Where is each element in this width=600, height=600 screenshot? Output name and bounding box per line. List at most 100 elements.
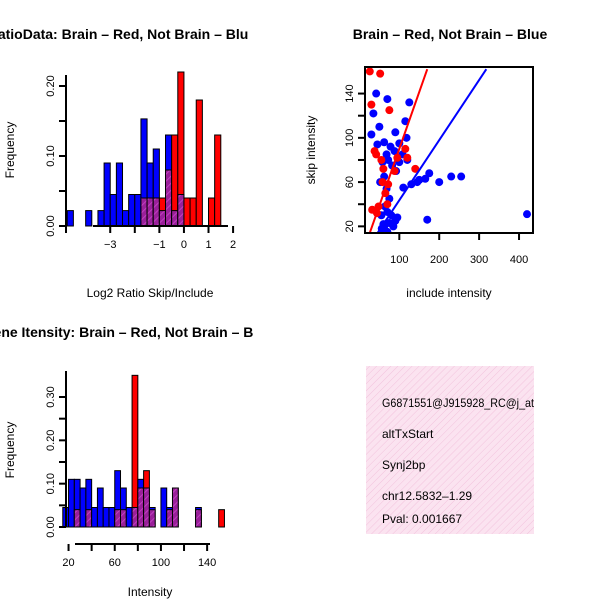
- bar-overlap: [85, 509, 93, 528]
- intensity-scatter: Brain – Red, Not Brain – Blue 100 200 300 4…: [304, 26, 547, 300]
- y-tick-label: 0.20: [45, 75, 57, 96]
- bar-overlap: [114, 509, 122, 528]
- scatter-ticks: 100 200 300 400 20 60 100 140: [344, 84, 528, 266]
- intensity-histogram-xlabel: Intensity: [128, 585, 173, 599]
- bar-not-brain: [128, 194, 136, 227]
- fit-line-not-brain: [376, 68, 488, 233]
- x-tick-label: 200: [430, 254, 448, 266]
- x-tick-label: 1: [205, 239, 211, 251]
- ratio-histogram-title: RatioData: Brain – Red, Not Brain – Blu: [0, 26, 248, 42]
- point-not-brain: [413, 178, 422, 187]
- point-not-brain: [380, 138, 389, 147]
- point-not-brain: [421, 174, 430, 183]
- info-pval: Pval: 0.001667: [382, 512, 462, 526]
- bar-not-brain: [160, 487, 168, 528]
- info-panel: G6871551@J915928_RC@j_at altTxStart Synj…: [366, 366, 535, 534]
- point-brain: [372, 150, 381, 159]
- point-brain: [403, 153, 412, 162]
- scatter-title: Brain – Red, Not Brain – Blue: [353, 26, 548, 42]
- bar-not-brain: [103, 162, 111, 227]
- bar-brain: [195, 99, 203, 227]
- bar-not-brain: [122, 210, 130, 227]
- info-probe-id: G6871551@J915928_RC@j_at: [382, 396, 535, 410]
- ratio-histogram-ticks: −3 −1 0 1 2 0.00 0.10 0.20: [45, 75, 236, 251]
- bar-not-brain: [108, 507, 116, 528]
- bar-brain: [214, 134, 222, 227]
- bar-overlap: [158, 210, 167, 227]
- bar-not-brain: [96, 487, 104, 528]
- bar-not-brain: [79, 487, 87, 528]
- ratio-histogram-ylabel: Frequency: [3, 122, 17, 179]
- point-not-brain: [393, 213, 402, 222]
- point-not-brain: [384, 155, 393, 164]
- bar-overlap: [146, 197, 154, 227]
- bar-brain: [131, 374, 139, 528]
- bar-brain: [218, 509, 225, 528]
- x-tick-label: 2: [230, 239, 236, 251]
- y-tick-label: 100: [344, 129, 356, 147]
- point-brain: [379, 164, 388, 173]
- ratio-histogram-bars: [66, 71, 222, 227]
- scatter-points: [365, 67, 532, 233]
- point-brain: [376, 69, 385, 78]
- bar-overlap: [195, 509, 202, 528]
- bar-overlap: [143, 487, 150, 528]
- info-event-type: altTxStart: [382, 427, 434, 441]
- info-location: chr12.5832–1.29: [382, 489, 472, 503]
- intensity-histogram-ticks: 20 60 100 140 0.00 0.10 0.20 0.30: [45, 386, 216, 569]
- bar-not-brain: [125, 507, 133, 528]
- y-tick-label: 0.20: [45, 430, 57, 451]
- y-tick-label: 20: [344, 220, 356, 232]
- bar-not-brain: [85, 210, 93, 227]
- bar-overlap: [137, 487, 145, 528]
- point-not-brain: [373, 140, 382, 149]
- bar-overlap: [152, 197, 160, 227]
- bar-not-brain: [109, 194, 117, 227]
- intensity-histogram: Gene Itensity: Brain – Red, Not Brain – …: [0, 324, 253, 599]
- bar-brain: [189, 197, 197, 227]
- bar-overlap: [131, 507, 139, 528]
- x-tick-label: 20: [62, 557, 74, 569]
- fit-line-brain: [368, 68, 429, 233]
- point-not-brain: [425, 169, 434, 178]
- bar-brain: [208, 197, 216, 227]
- x-tick-label: 0: [181, 239, 187, 251]
- y-tick-label: 0.10: [45, 473, 57, 494]
- scatter-ylabel: skip intensity: [304, 116, 318, 185]
- bar-not-brain: [91, 507, 98, 528]
- x-tick-label: 100: [390, 254, 408, 266]
- point-not-brain: [375, 122, 384, 131]
- bar-not-brain: [97, 210, 105, 227]
- intensity-histogram-title: Gene Itensity: Brain – Red, Not Brain – …: [0, 324, 253, 340]
- point-brain: [367, 100, 376, 109]
- point-brain: [383, 200, 392, 209]
- bar-not-brain: [134, 194, 142, 227]
- bar-overlap: [148, 509, 156, 528]
- intensity-histogram-bars: [62, 374, 225, 528]
- bar-brain: [183, 197, 191, 227]
- ratio-histogram-xlabel: Log2 Ratio Skip/Include: [87, 286, 214, 300]
- x-tick-label: −1: [153, 239, 166, 251]
- bar-overlap: [165, 169, 173, 227]
- point-not-brain: [423, 215, 432, 224]
- x-tick-label: 100: [152, 557, 170, 569]
- point-not-brain: [457, 172, 466, 181]
- bar-overlap: [140, 197, 148, 227]
- bar-not-brain: [115, 162, 124, 227]
- x-tick-label: 140: [198, 557, 216, 569]
- intensity-histogram-ylabel: Frequency: [3, 422, 17, 479]
- y-tick-label: 0.00: [45, 215, 57, 236]
- point-not-brain: [383, 227, 392, 233]
- point-not-brain: [390, 147, 399, 156]
- bar-overlap: [166, 509, 173, 528]
- point-not-brain: [447, 172, 456, 181]
- point-not-brain: [383, 95, 392, 104]
- y-tick-label: 0.10: [45, 145, 57, 166]
- y-tick-label: 0.00: [45, 516, 57, 537]
- point-brain: [411, 164, 420, 173]
- x-tick-label: −3: [104, 239, 117, 251]
- point-brain: [377, 155, 386, 164]
- bar-overlap: [177, 194, 185, 227]
- point-not-brain: [367, 130, 376, 139]
